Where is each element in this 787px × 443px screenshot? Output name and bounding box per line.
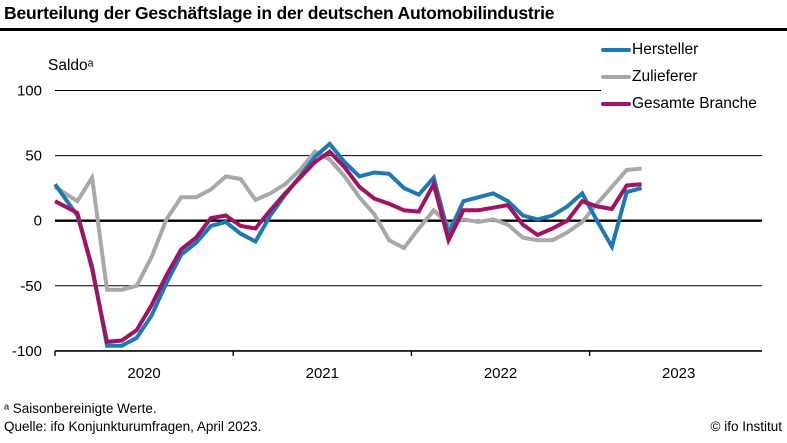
x-year-label: 2023 xyxy=(662,365,695,382)
hersteller-line-swatch xyxy=(601,48,631,52)
series-line-zulieferer xyxy=(53,149,642,292)
source-note: Quelle: ifo Konjunkturumfragen, April 20… xyxy=(4,419,262,434)
page-title: Beurteilung der Geschäftslage in der deu… xyxy=(4,3,555,23)
footnote: ᵃ Saisonbereinigte Werte. xyxy=(4,401,157,416)
legend-item-hersteller: Hersteller xyxy=(601,38,787,62)
legend: Hersteller Zulieferer Gesamte Branche xyxy=(601,36,787,118)
legend-label: Gesamte Branche xyxy=(632,95,757,112)
legend-label: Hersteller xyxy=(632,41,699,58)
y-tick-label: -50 xyxy=(20,278,42,295)
series-line-gesamte-branche xyxy=(54,149,642,344)
title-rule xyxy=(0,28,787,31)
gesamte-branche-line-swatch xyxy=(601,102,631,106)
x-year-label: 2022 xyxy=(484,365,517,382)
y-tick-label: -100 xyxy=(12,343,42,360)
series-line-hersteller xyxy=(53,141,643,348)
y-tick-label: 0 xyxy=(34,213,42,230)
x-year-label: 2021 xyxy=(306,365,339,382)
y-tick-label: 50 xyxy=(25,148,42,165)
y-axis-title: Saldoᵃ xyxy=(48,57,94,74)
legend-item-gesamte-branche: Gesamte Branche xyxy=(601,92,787,116)
copyright-note: © ifo Institut xyxy=(710,419,782,434)
legend-label: Zulieferer xyxy=(632,68,698,85)
legend-item-zulieferer: Zulieferer xyxy=(601,65,787,89)
zulieferer-line-swatch xyxy=(601,75,631,79)
x-year-label: 2020 xyxy=(127,365,160,382)
y-tick-label: 100 xyxy=(17,83,42,100)
